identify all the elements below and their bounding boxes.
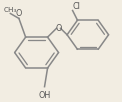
Text: O: O xyxy=(55,24,61,33)
Text: OH: OH xyxy=(38,91,51,100)
Text: CH₃: CH₃ xyxy=(4,7,17,13)
Text: Cl: Cl xyxy=(73,2,81,11)
Text: O: O xyxy=(16,9,22,18)
